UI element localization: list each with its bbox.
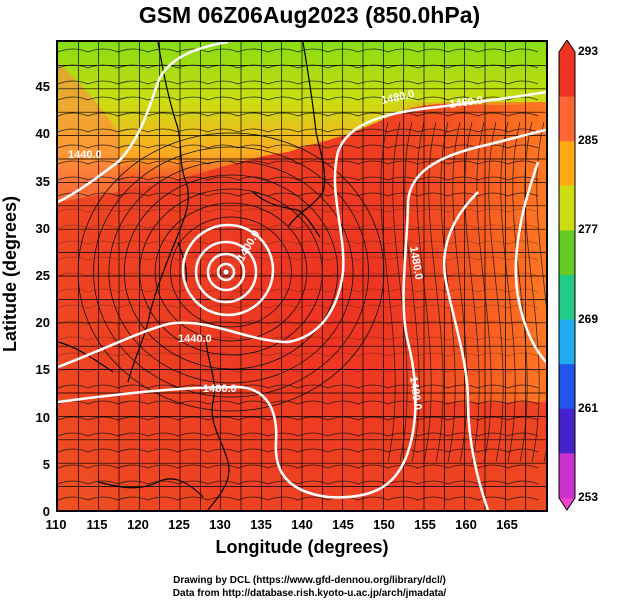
y-axis-label: Latitude (degrees) (0, 195, 20, 353)
contour-label: 1480.0 (407, 245, 425, 280)
typhoon-center-marker (222, 268, 230, 276)
colorbar-segment (559, 319, 575, 365)
colorbar-segment (559, 408, 575, 454)
streamline (440, 121, 456, 463)
colorbar-segment (559, 96, 575, 142)
x-tick-label: 150 (373, 517, 395, 532)
colorbar-segment (559, 364, 575, 410)
colorbar-tick-label: 293 (578, 44, 599, 58)
y-tick-label: 0 (42, 504, 50, 519)
colorbar-segment (559, 453, 575, 499)
streamline (380, 121, 396, 463)
x-tick-label: 145 (332, 517, 354, 532)
streamline (123, 174, 339, 370)
credit-drawing: Drawing by DCL (https://www.gfd-dennou.o… (173, 575, 446, 586)
colorbar-tick-label: 277 (578, 222, 599, 237)
contour-label: 1460.0 (449, 94, 484, 111)
streamline (452, 121, 468, 463)
y-tick-label: 40 (35, 126, 50, 142)
colorbar-segment (559, 185, 575, 231)
colorbar-tick-label: 261 (578, 400, 599, 415)
streamline (512, 121, 528, 463)
streamline (170, 216, 292, 328)
lat-lon-grid (58, 42, 546, 510)
coastlines (58, 42, 326, 510)
credits: Drawing by DCL (https://www.gfd-dennou.o… (0, 574, 619, 600)
colorbar-segment (559, 52, 575, 98)
colorbar-cap-top (559, 40, 575, 52)
colorbar-segment (559, 230, 575, 276)
x-tick-label: 165 (496, 517, 518, 532)
x-tick-label: 155 (414, 517, 436, 532)
colorbar-segment (559, 275, 575, 321)
y-tick-label: 35 (35, 173, 50, 189)
y-tick-label: 10 (35, 409, 50, 425)
y-tick-label: 45 (35, 79, 50, 95)
streamline (93, 146, 369, 398)
height-contours (58, 42, 546, 510)
colorbar-cap-bottom (559, 498, 575, 510)
x-tick-label: 130 (209, 517, 231, 532)
x-tick-label: 140 (291, 517, 313, 532)
streamline (488, 121, 504, 463)
colorbar-segment (559, 141, 575, 187)
y-tick-label: 20 (35, 315, 50, 331)
colorbar-tick-label: 285 (578, 133, 599, 148)
x-tick-label: 160 (455, 517, 477, 532)
x-tick-label: 110 (45, 517, 67, 532)
streamline (404, 121, 420, 463)
y-tick-label: 15 (35, 362, 50, 378)
colorbar-tick-label: 253 (578, 490, 599, 504)
streamline (464, 121, 480, 463)
map-plot: 1440.0 1480.0 1460.0 1440.0 1480.0 1480.… (56, 40, 548, 512)
colorbar-outline (558, 40, 576, 511)
colorbar (558, 40, 576, 511)
x-tick-label: 135 (250, 517, 272, 532)
y-tick-label: 30 (35, 220, 50, 236)
streamline (108, 160, 354, 384)
credit-data: Data from http://database.rish.kyoto-u.a… (172, 588, 447, 599)
chart-title: GSM 06Z06Aug2023 (850.0hPa) (138, 2, 481, 28)
colorbar-tick-label: 269 (578, 311, 599, 326)
x-tick-label: 120 (127, 517, 149, 532)
y-tick-label: 5 (42, 456, 50, 472)
streamline (154, 202, 308, 342)
contour-label: 1440.0 (68, 149, 102, 161)
streamline (476, 121, 492, 463)
y-tick-label: 25 (35, 268, 50, 283)
x-tick-label: 115 (86, 517, 108, 532)
streamline (392, 121, 408, 463)
streamline (428, 121, 444, 463)
contour-label: 1480.0 (203, 383, 237, 395)
x-tick-label: 125 (168, 517, 190, 532)
contour-label: 1480.0 (407, 376, 424, 411)
streamline (500, 121, 516, 463)
contour-label: 1440.0 (178, 333, 212, 345)
x-axis-label: Longitude (degrees) (215, 537, 389, 557)
